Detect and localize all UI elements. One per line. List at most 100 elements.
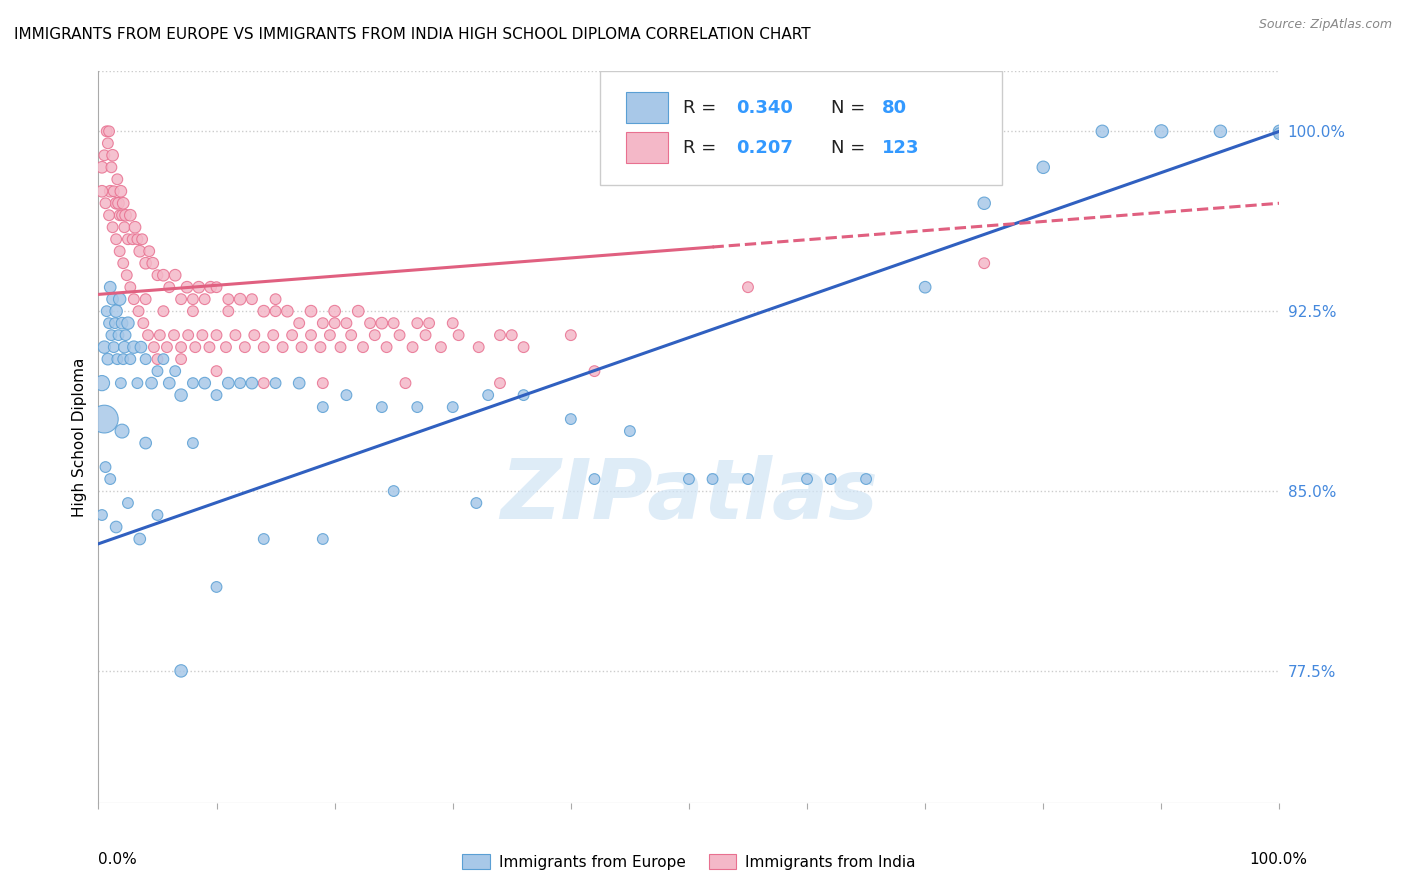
Point <box>135 352 157 367</box>
Y-axis label: High School Diploma: High School Diploma <box>72 358 87 516</box>
Point <box>121 232 143 246</box>
Point <box>105 196 128 211</box>
Point <box>110 376 132 391</box>
Point <box>973 256 995 270</box>
Point <box>1091 124 1114 138</box>
Point <box>170 340 193 354</box>
Point <box>124 220 146 235</box>
Point <box>163 328 186 343</box>
Point <box>512 340 534 354</box>
Point <box>217 376 239 391</box>
FancyBboxPatch shape <box>600 71 1002 185</box>
Point <box>335 388 357 402</box>
Point <box>217 292 239 306</box>
Point <box>198 340 221 354</box>
Point <box>114 208 136 222</box>
Point <box>335 316 357 330</box>
Point <box>1150 124 1173 138</box>
Point <box>271 340 294 354</box>
Point <box>135 436 157 450</box>
Point <box>323 304 346 318</box>
Point <box>131 232 153 246</box>
Point <box>560 328 582 343</box>
Point <box>111 316 134 330</box>
Point <box>98 472 121 486</box>
Point <box>142 340 165 354</box>
Point <box>855 472 877 486</box>
Point <box>128 244 150 259</box>
Point <box>127 376 149 391</box>
Point <box>117 232 139 246</box>
FancyBboxPatch shape <box>626 132 668 163</box>
Point <box>101 148 124 162</box>
Text: 80: 80 <box>882 99 907 117</box>
Point <box>194 376 217 391</box>
Point <box>165 364 187 378</box>
Text: IMMIGRANTS FROM EUROPE VS IMMIGRANTS FROM INDIA HIGH SCHOOL DIPLOMA CORRELATION : IMMIGRANTS FROM EUROPE VS IMMIGRANTS FRO… <box>14 27 811 42</box>
Point <box>96 304 118 318</box>
Point <box>352 340 374 354</box>
Point <box>737 280 759 294</box>
Point <box>184 340 207 354</box>
Point <box>312 400 335 414</box>
Point <box>215 340 238 354</box>
Point <box>156 340 179 354</box>
Point <box>200 280 222 294</box>
Point <box>108 244 131 259</box>
Point <box>329 340 352 354</box>
Point <box>97 136 120 151</box>
Point <box>91 508 114 522</box>
Point <box>135 256 157 270</box>
Point <box>146 364 169 378</box>
Point <box>187 280 209 294</box>
Point <box>205 280 228 294</box>
Text: 0.207: 0.207 <box>737 139 793 157</box>
Point <box>299 304 322 318</box>
Point <box>114 328 136 343</box>
Text: Source: ZipAtlas.com: Source: ZipAtlas.com <box>1258 18 1392 31</box>
Point <box>359 316 381 330</box>
Point <box>477 388 499 402</box>
Text: 0.340: 0.340 <box>737 99 793 117</box>
Point <box>371 316 394 330</box>
Point <box>288 376 311 391</box>
Point <box>441 400 464 414</box>
Point <box>240 292 263 306</box>
Point <box>138 244 160 259</box>
Point <box>122 340 145 354</box>
Point <box>619 424 641 438</box>
Point <box>467 340 489 354</box>
Text: R =: R = <box>683 139 723 157</box>
Point <box>91 376 114 391</box>
Point <box>94 196 117 211</box>
Point <box>101 292 124 306</box>
Point <box>157 280 180 294</box>
Point <box>152 304 174 318</box>
Point <box>105 520 128 534</box>
Point <box>430 340 453 354</box>
Point <box>312 316 335 330</box>
Point <box>170 292 193 306</box>
Point <box>112 196 135 211</box>
Point <box>98 316 121 330</box>
Point <box>115 268 138 283</box>
Point <box>107 328 129 343</box>
Point <box>152 352 174 367</box>
Point <box>406 316 429 330</box>
Point <box>243 328 266 343</box>
Point <box>401 340 423 354</box>
Point <box>973 196 995 211</box>
Point <box>914 280 936 294</box>
Point <box>347 304 370 318</box>
Point <box>120 352 142 367</box>
Point <box>489 328 512 343</box>
Point <box>91 184 114 198</box>
Point <box>170 352 193 367</box>
Point <box>264 376 287 391</box>
Point <box>415 328 437 343</box>
Point <box>299 328 322 343</box>
Point <box>1209 124 1232 138</box>
Point <box>323 316 346 330</box>
Point <box>253 532 276 546</box>
Point <box>1032 161 1054 175</box>
